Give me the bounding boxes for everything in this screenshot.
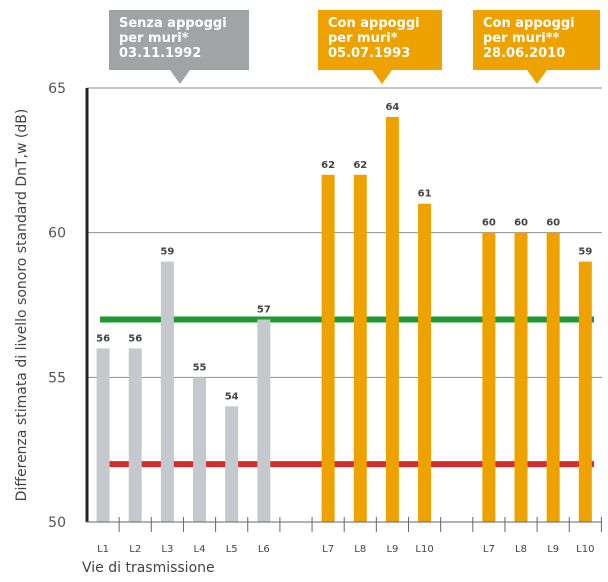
callout-text: 05.07.1993: [328, 46, 410, 61]
data-label: 60: [482, 218, 496, 229]
bar: [257, 319, 271, 522]
callout-text: Con appoggi: [483, 16, 575, 31]
callout-pointer: [527, 70, 547, 84]
bar: [321, 174, 335, 523]
callout-text: 28.06.2010: [483, 46, 565, 61]
x-tick-label: L6: [258, 544, 270, 555]
data-label: 59: [160, 247, 174, 258]
data-label: 64: [385, 102, 399, 113]
bars: 56 56 59 55 54 57 62 62 64 61 60 60 60 59: [96, 102, 592, 523]
x-tick-label: L9: [547, 544, 559, 555]
data-label: 60: [514, 218, 528, 229]
bar: [128, 348, 142, 522]
bar: [514, 232, 528, 522]
callout-text: 03.11.1992: [119, 46, 201, 61]
bar: [385, 116, 399, 522]
callout-text: Con appoggi: [328, 16, 420, 31]
data-label: 62: [321, 160, 335, 171]
callout-box: [318, 10, 442, 70]
x-tick-label: L9: [386, 544, 398, 555]
bar: [546, 232, 560, 522]
x-tick-label: L3: [161, 544, 173, 555]
x-tick-label: L4: [194, 544, 206, 555]
x-tick-label: L8: [515, 544, 527, 555]
data-label: 57: [257, 304, 271, 315]
bar: [225, 406, 239, 522]
data-label: 54: [225, 391, 239, 402]
x-tick-label: L5: [226, 544, 238, 555]
callout-pointer: [372, 70, 392, 84]
bar: [353, 174, 367, 523]
y-tick-label: 50: [48, 515, 66, 531]
callout-text: Senza appoggi: [119, 16, 227, 31]
callout-box: [109, 10, 249, 70]
data-label: 61: [418, 189, 432, 200]
data-label: 60: [546, 218, 560, 229]
bar: [482, 232, 496, 522]
x-tick-label: L10: [415, 544, 433, 555]
bar: [160, 261, 174, 522]
axes: 50 55 60 65 L1 L2 L3 L4 L5 L6 L7 L8 L9 L10 L7 L8 L9 L10: [48, 81, 602, 555]
callout-text: per muri**: [483, 31, 560, 46]
data-label: 62: [353, 160, 367, 171]
bar: [193, 377, 207, 522]
callout-text: per muri*: [119, 31, 189, 46]
callout-pointer: [170, 70, 190, 84]
x-tick-label: L2: [129, 544, 141, 555]
y-tick-label: 55: [48, 370, 66, 386]
data-label: 56: [128, 333, 142, 344]
x-axis-label: Vie di trasmissione: [82, 560, 215, 576]
reference-lines: [100, 316, 594, 468]
y-axis-label: Differenza stimata di livello sonoro sta…: [14, 109, 30, 502]
y-tick-label: 60: [48, 226, 66, 242]
y-tick-label: 65: [48, 81, 66, 97]
bar: [96, 348, 110, 522]
callout-text: per muri*: [328, 31, 398, 46]
x-tick-label: L7: [483, 544, 495, 555]
bar: [578, 261, 592, 522]
x-tick-label: L8: [354, 544, 366, 555]
x-tick-label: L10: [576, 544, 594, 555]
bar: [418, 203, 432, 522]
data-label: 55: [193, 362, 207, 373]
data-label: 56: [96, 333, 110, 344]
x-tick-label: L7: [322, 544, 334, 555]
x-tick-label: L1: [97, 544, 109, 555]
callout-box: [473, 10, 600, 70]
data-label: 59: [578, 247, 592, 258]
